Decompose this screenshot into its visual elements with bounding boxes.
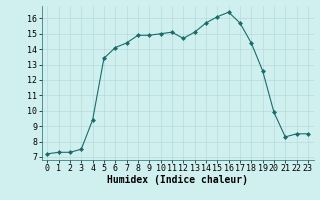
X-axis label: Humidex (Indice chaleur): Humidex (Indice chaleur) [107, 175, 248, 185]
